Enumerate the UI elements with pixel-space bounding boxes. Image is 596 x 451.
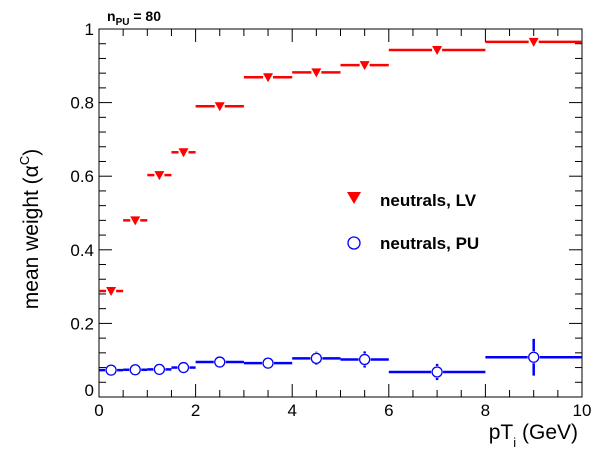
x-tick-label: 2 [191,401,200,420]
tick-labels: 0 2 4 6 8 10 0 0.2 0.4 0.6 0.8 1 [70,20,591,420]
x-tick-label: 4 [287,401,296,420]
legend-marker-lv [347,192,361,204]
y-axis-title-main: mean weight (α [20,165,43,309]
axis-ticks [98,28,583,398]
data-point-pu [431,366,443,378]
x-tick-label: 6 [384,401,393,420]
y-tick-label: 1 [85,20,94,39]
y-axis-title: mean weight (αC) [17,149,43,309]
annotation-subscript: PU [116,17,130,28]
series-layer [99,37,582,381]
plot-frame [98,28,583,398]
data-point-pu [528,351,540,363]
data-point-pu [105,364,117,376]
series-1 [99,338,582,381]
data-point-lv [178,148,189,158]
data-point-pu [310,352,323,365]
data-point-lv [263,73,274,83]
legend-label-lv: neutrals, LV [380,191,477,210]
annotation-suffix: = 80 [129,8,161,24]
data-point-lv [154,171,165,181]
data-point-lv [214,102,225,112]
x-axis-title-main: pT [489,421,514,444]
data-point-lv [359,61,370,71]
legend-marker-pu [347,236,361,250]
x-axis-title: pTi (GeV) [489,421,578,450]
y-tick-label: 0.8 [70,94,94,113]
data-point-pu [153,363,166,376]
data-point-pu [129,364,141,376]
y-tick-label: 0 [85,381,94,400]
series-0 [99,37,582,297]
x-tick-label: 10 [573,401,592,420]
data-point-pu [177,361,190,374]
data-point-lv [528,37,539,47]
legend: neutrals, LV neutrals, PU [347,191,479,253]
data-point-pu [358,353,371,366]
data-point-lv [311,68,322,78]
x-tick-label: 0 [94,401,103,420]
y-tick-label: 0.4 [70,241,94,260]
y-tick-label: 0.2 [70,314,94,333]
data-point-pu [214,356,226,368]
y-tick-label: 0.6 [70,167,94,186]
data-point-lv [106,287,117,297]
data-point-pu [262,357,274,369]
x-tick-label: 8 [481,401,490,420]
annotation-prefix: n [107,8,116,24]
data-point-lv [432,45,443,55]
x-axis-title-suffix: (GeV) [516,421,578,444]
plot-area-border [98,28,583,398]
y-axis-title-suffix: ) [20,149,43,156]
data-point-lv [130,216,141,226]
legend-label-pu: neutrals, PU [380,234,479,253]
x-axis-title-subscript: i [513,435,516,450]
y-axis-title-superscript: C [17,156,32,165]
pileup-annotation: nPU = 80 [107,8,161,28]
